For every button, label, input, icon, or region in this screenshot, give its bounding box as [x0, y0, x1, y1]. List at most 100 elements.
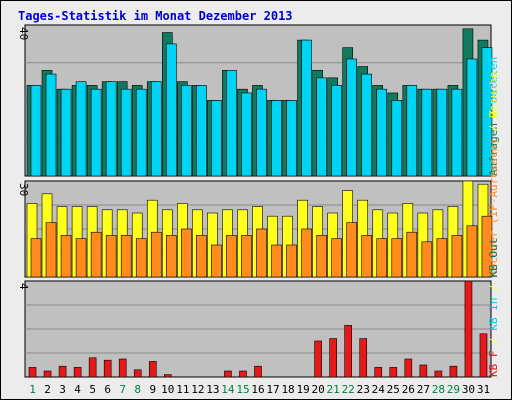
bar-dateien-day-14 [226, 70, 237, 177]
legend-entry: KB In [487, 291, 500, 331]
x-tick-day-28: 28 [432, 383, 445, 396]
bar-besuche-day-31 [481, 215, 493, 278]
bar-besuche-day-29 [451, 235, 463, 278]
bar-besuche-day-25 [391, 238, 403, 278]
bar-dateien-day-28 [436, 88, 448, 177]
x-tick-day-5: 5 [89, 383, 96, 396]
x-tick-day-1: 1 [29, 383, 36, 396]
bar-kb-f-day-2 [43, 370, 52, 378]
bar-dateien-day-1 [30, 85, 42, 177]
bar-besuche-day-3 [60, 235, 72, 278]
bar-dateien-day-18 [286, 100, 297, 177]
panel-legend: Rechner (IP-Adressen) / Besuche [487, 72, 500, 277]
x-tick-day-14: 14 [221, 383, 235, 396]
bar-dateien-day-15 [241, 92, 252, 177]
bar-besuche-day-28 [436, 238, 448, 278]
bar-dateien-day-19 [301, 39, 312, 177]
bar-dateien-day-22 [346, 58, 357, 177]
panel-legend: KB F / KB In / KB Out [487, 238, 500, 377]
bar-besuche-day-13 [211, 244, 222, 278]
bar-besuche-day-10 [165, 235, 177, 278]
bar-dateien-day-2 [45, 73, 57, 177]
legend-entry: / [487, 103, 500, 116]
x-tick-day-22: 22 [342, 383, 355, 396]
x-tick-day-26: 26 [402, 383, 415, 396]
bar-dateien-day-24 [376, 88, 388, 177]
x-tick-day-25: 25 [387, 383, 400, 396]
bar-dateien-day-3 [60, 88, 72, 177]
bar-besuche-day-11 [181, 228, 192, 278]
bar-kb-f-day-25 [389, 367, 398, 378]
bar-kb-f-day-26 [404, 358, 413, 378]
bar-kb-f-day-7 [118, 358, 127, 378]
bar-kb-f-day-23 [359, 338, 368, 378]
bar-dateien-day-11 [181, 85, 192, 177]
x-tick-day-13: 13 [206, 383, 219, 396]
legend-entry: / [487, 278, 500, 291]
bar-dateien-day-30 [466, 58, 478, 177]
bar-kb-f-day-30 [464, 280, 473, 378]
bar-kb-f-day-28 [434, 370, 443, 378]
legend-entry: KB F [487, 344, 500, 377]
bar-dateien-day-21 [331, 85, 342, 177]
panel-anfragen-dateien: 40 Anfragen / Dateien [17, 24, 500, 177]
bar-kb-f-day-1 [28, 367, 37, 378]
y-axis-max-label: 40 [17, 27, 30, 40]
legend-entry: / [487, 331, 500, 344]
y-axis-max-label: 4 [17, 283, 30, 290]
bar-dateien-day-27 [421, 88, 433, 177]
chart-title: Tages-Statistik im Monat Dezember 2013 [18, 9, 293, 23]
bar-besuche-day-24 [376, 238, 388, 278]
x-tick-day-20: 20 [312, 383, 325, 396]
bar-kb-f-day-9 [148, 361, 157, 378]
x-tick-day-16: 16 [251, 383, 264, 396]
bar-dateien-day-31 [481, 47, 493, 177]
bar-kb-f-day-29 [449, 365, 458, 378]
bar-kb-f-day-8 [133, 369, 142, 378]
bar-dateien-day-8 [135, 88, 147, 177]
x-tick-day-30: 30 [462, 383, 475, 396]
x-tick-day-29: 29 [447, 383, 460, 396]
bar-besuche-day-12 [196, 235, 207, 278]
bar-dateien-day-25 [391, 100, 403, 177]
legend-entry: Dateien [487, 57, 500, 103]
x-tick-day-27: 27 [417, 383, 430, 396]
bar-kb-f-day-6 [103, 359, 112, 378]
bar-besuche-day-18 [286, 244, 297, 278]
bar-besuche-day-2 [45, 222, 57, 278]
x-tick-day-18: 18 [281, 383, 294, 396]
bar-kb-f-day-21 [329, 338, 337, 378]
legend-entry: KB Out [487, 238, 500, 278]
bar-dateien-day-6 [105, 81, 117, 177]
bar-kb-f-day-16 [254, 365, 262, 378]
x-tick-day-3: 3 [59, 383, 66, 396]
x-tick-day-23: 23 [357, 383, 370, 396]
y-axis-max-label: 30 [17, 183, 30, 196]
legend-entry: Rechner (IP-Adressen) [487, 131, 500, 277]
bar-dateien-day-9 [150, 81, 162, 177]
bar-besuche-day-21 [331, 238, 342, 278]
x-tick-day-24: 24 [372, 383, 386, 396]
x-tick-day-2: 2 [44, 383, 51, 396]
x-tick-day-21: 21 [327, 383, 340, 396]
bar-dateien-day-13 [211, 100, 222, 177]
x-tick-day-10: 10 [161, 383, 174, 396]
x-tick-day-19: 19 [296, 383, 309, 396]
bar-besuche-day-27 [421, 241, 433, 278]
x-tick-day-6: 6 [104, 383, 111, 396]
bar-dateien-day-12 [196, 85, 207, 177]
bar-dateien-day-5 [90, 88, 102, 177]
chart-panels: 40 Anfragen / Dateien 30 Rechner (IP-Adress… [17, 24, 500, 378]
bar-besuche-day-6 [105, 235, 117, 278]
panel-rechner-besuche: 30 Rechner (IP-Adressen) / Besuche [17, 72, 500, 278]
bar-besuche-day-1 [30, 238, 42, 278]
x-tick-day-15: 15 [236, 383, 249, 396]
bar-dateien-day-17 [271, 100, 282, 177]
bar-besuche-day-15 [241, 235, 252, 278]
bar-besuche-day-14 [226, 235, 237, 278]
bar-dateien-day-7 [120, 88, 132, 177]
bar-besuche-day-22 [346, 222, 357, 278]
bar-besuche-day-20 [316, 235, 327, 278]
x-tick-day-7: 7 [119, 383, 126, 396]
